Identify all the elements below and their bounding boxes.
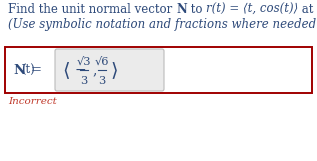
Text: √6: √6 — [95, 57, 109, 67]
Text: Find the unit normal vector: Find the unit normal vector — [8, 3, 176, 16]
Text: ⟩: ⟩ — [110, 61, 118, 79]
Text: at: at — [298, 3, 317, 16]
Text: 3: 3 — [81, 76, 87, 86]
Text: ⟨: ⟨ — [62, 61, 70, 79]
Text: 3: 3 — [98, 76, 106, 86]
Text: ,: , — [92, 63, 96, 77]
Text: (Use symbolic notation and fractions where needed.): (Use symbolic notation and fractions whe… — [8, 18, 317, 31]
Text: N: N — [176, 3, 187, 16]
Bar — [5, 47, 312, 93]
Text: √3: √3 — [77, 57, 91, 67]
Text: =: = — [31, 63, 42, 76]
FancyBboxPatch shape — [55, 49, 164, 91]
Text: (t): (t) — [22, 63, 35, 76]
Text: r(t) = ⟨t, cos(t)⟩: r(t) = ⟨t, cos(t)⟩ — [206, 3, 298, 16]
Text: −: − — [75, 63, 87, 77]
Text: Incorrect: Incorrect — [8, 97, 57, 106]
Text: to: to — [187, 3, 206, 16]
Text: N: N — [13, 63, 25, 76]
